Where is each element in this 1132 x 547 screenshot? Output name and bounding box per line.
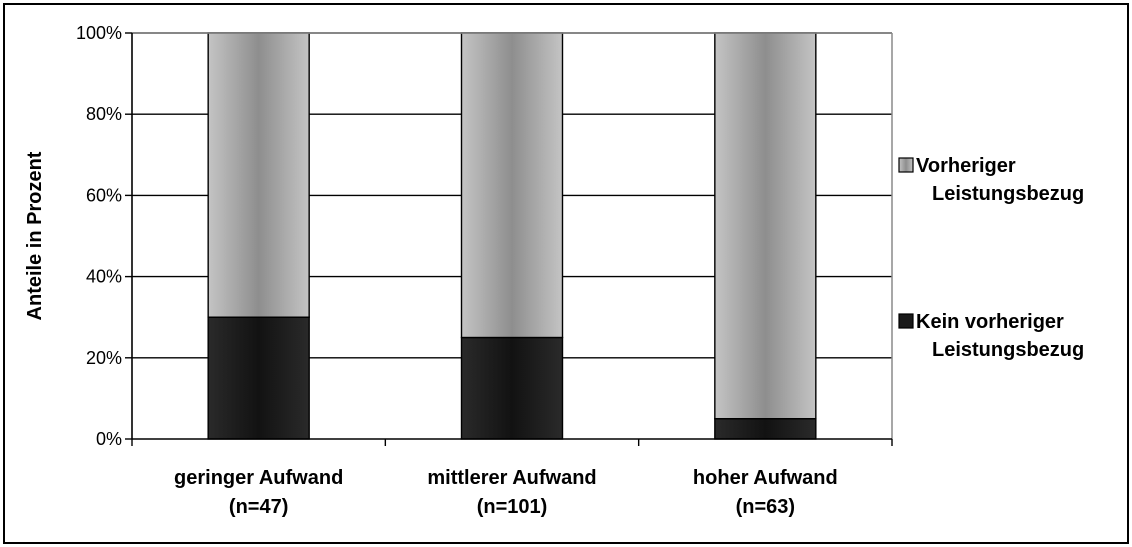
x-category-label: geringer Aufwand: [174, 467, 343, 489]
y-tick-label: 20%: [86, 348, 122, 368]
legend: Vorheriger Leistungsbezug Kein vorheriger L…: [898, 155, 1084, 361]
legend-swatch: [898, 157, 914, 173]
y-tick-label: 60%: [86, 185, 122, 205]
x-category-label: (n=63): [736, 496, 795, 518]
y-tick-label: 40%: [86, 267, 122, 287]
bar-segment: [207, 316, 310, 440]
legend-label: Vorheriger: [916, 155, 1016, 177]
bar-segment: [460, 32, 564, 339]
y-axis-title: Anteile in Prozent: [24, 151, 46, 320]
x-category-label: mittlerer Aufwand: [427, 467, 596, 489]
bars: [207, 32, 817, 440]
y-tick-label: 0%: [96, 429, 122, 449]
chart-frame: [3, 3, 1129, 544]
x-category-label: (n=101): [477, 496, 548, 518]
y-tick-label: 100%: [76, 23, 122, 43]
labels: 0% 20% 40% 60% 80% 100% geringer Aufwand (n=47)…: [24, 23, 838, 518]
legend-label: Leistungsbezug: [932, 183, 1084, 205]
legend-label: Leistungsbezug: [932, 339, 1084, 361]
bar-segment: [460, 336, 564, 440]
y-tick-label: 80%: [86, 104, 122, 124]
bar-segment: [714, 32, 817, 420]
x-category-label: hoher Aufwand: [693, 467, 838, 489]
legend-swatch: [898, 313, 914, 329]
bar-segment: [207, 32, 310, 318]
axes: [125, 32, 893, 446]
bar-segment: [714, 418, 817, 440]
legend-label: Kein vorheriger: [916, 311, 1064, 333]
x-category-label: (n=47): [229, 496, 288, 518]
